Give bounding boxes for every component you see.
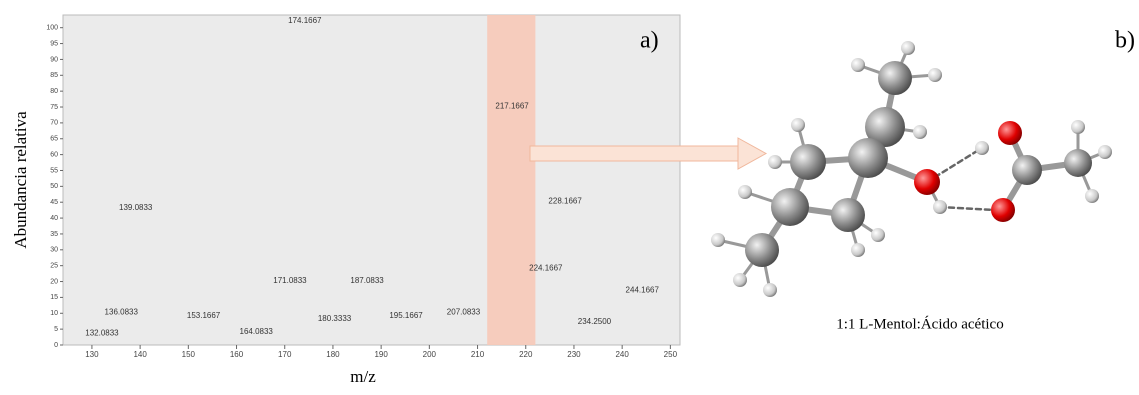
y-tick-label: 65 bbox=[50, 136, 58, 143]
peak-label: 244.1667 bbox=[626, 286, 660, 295]
y-tick-label: 15 bbox=[50, 294, 58, 301]
spectrum: 130 140 150 160 170 180 190 200 210 220 230 240 250 0… bbox=[46, 15, 680, 359]
peak-label: 224.1667 bbox=[529, 263, 563, 272]
y-tick-label: 5 bbox=[54, 326, 58, 333]
peak-label: 234.2500 bbox=[578, 317, 612, 326]
peak-label: 217.1667 bbox=[495, 101, 529, 110]
x-tick-label: 200 bbox=[423, 350, 437, 359]
x-tick-label: 180 bbox=[326, 350, 340, 359]
y-tick-label: 0 bbox=[54, 342, 58, 349]
y-axis-label: Abundancia relativa bbox=[11, 111, 30, 249]
peak-label: 195.1667 bbox=[389, 311, 423, 320]
peak-label: 139.0833 bbox=[119, 203, 153, 212]
y-tick-label: 35 bbox=[50, 231, 58, 238]
x-tick-label: 170 bbox=[278, 350, 292, 359]
figure: 130 140 150 160 170 180 190 200 210 220 230 240 250 0… bbox=[0, 0, 1139, 390]
y-tick-label: 45 bbox=[50, 199, 58, 206]
peak-label: 136.0833 bbox=[105, 308, 139, 317]
molecule bbox=[711, 41, 1112, 297]
plot-area bbox=[63, 15, 680, 345]
y-tick-label: 95 bbox=[50, 40, 58, 47]
y-tick-label: 10 bbox=[50, 310, 58, 317]
x-tick-label: 250 bbox=[664, 350, 678, 359]
y-tick-label: 80 bbox=[50, 88, 58, 95]
x-tick-label: 210 bbox=[471, 350, 485, 359]
y-tick-label: 30 bbox=[50, 247, 58, 254]
y-tick-label: 50 bbox=[50, 183, 58, 190]
y-tick-label: 75 bbox=[50, 104, 58, 111]
molecule-caption: 1:1 L-Mentol:Ácido acético bbox=[836, 315, 1003, 332]
y-tick-label: 55 bbox=[50, 167, 58, 174]
y-tick-label: 20 bbox=[50, 278, 58, 285]
x-tick-label: 240 bbox=[615, 350, 629, 359]
x-tick-label: 130 bbox=[85, 350, 99, 359]
panel-label: b) bbox=[1115, 28, 1135, 54]
x-tick-label: 150 bbox=[182, 350, 196, 359]
panel-label: a) bbox=[640, 28, 659, 54]
y-tick-label: 25 bbox=[50, 263, 58, 270]
y-tick-label: 100 bbox=[46, 25, 58, 32]
y-tick-label: 40 bbox=[50, 215, 58, 222]
peak-label: 187.0833 bbox=[350, 276, 384, 285]
peak-label: 153.1667 bbox=[187, 311, 221, 320]
y-tick-label: 70 bbox=[50, 120, 58, 127]
y-tick-label: 60 bbox=[50, 151, 58, 158]
peak-label: 228.1667 bbox=[548, 197, 582, 206]
peak-label: 171.0833 bbox=[273, 276, 307, 285]
y-tick-label: 90 bbox=[50, 56, 58, 63]
peak-label: 174.1667 bbox=[288, 16, 322, 25]
x-tick-label: 230 bbox=[567, 350, 581, 359]
x-tick-label: 140 bbox=[133, 350, 147, 359]
peak-label: 180.3333 bbox=[318, 314, 352, 323]
y-tick-label: 85 bbox=[50, 72, 58, 79]
peak-label: 207.0833 bbox=[447, 308, 481, 317]
highlight-band bbox=[487, 15, 535, 345]
x-tick-label: 220 bbox=[519, 350, 533, 359]
x-axis-label: m/z bbox=[350, 367, 376, 386]
x-tick-label: 160 bbox=[230, 350, 244, 359]
x-tick-label: 190 bbox=[374, 350, 388, 359]
peak-label: 164.0833 bbox=[240, 327, 274, 336]
peak-label: 132.0833 bbox=[85, 328, 119, 337]
